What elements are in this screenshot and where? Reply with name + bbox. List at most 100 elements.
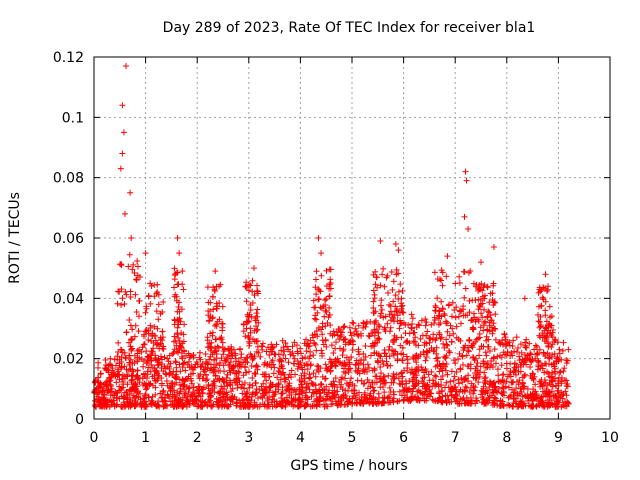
data-point: [312, 341, 319, 348]
data-point: [419, 390, 426, 397]
data-point: [518, 349, 525, 356]
data-point: [564, 383, 571, 390]
data-point: [263, 377, 270, 384]
data-point: [213, 355, 220, 362]
data-point: [446, 332, 453, 339]
data-point: [312, 331, 319, 338]
data-point: [209, 386, 216, 393]
data-point: [460, 346, 467, 353]
data-point: [552, 392, 559, 399]
data-point: [131, 395, 138, 402]
data-point: [355, 348, 362, 355]
data-point: [353, 362, 360, 369]
data-point: [548, 313, 555, 320]
data-point: [323, 343, 330, 350]
data-point: [283, 387, 290, 394]
data-point: [565, 346, 572, 353]
data-point: [455, 336, 462, 343]
data-point: [439, 360, 446, 367]
data-point: [495, 385, 502, 392]
data-point: [160, 387, 167, 394]
data-point: [477, 324, 484, 331]
data-point: [115, 288, 122, 295]
data-point: [545, 389, 552, 396]
data-point: [458, 374, 465, 381]
data-point: [307, 337, 314, 344]
data-point: [118, 354, 125, 361]
data-point: [129, 335, 136, 342]
data-point: [392, 292, 399, 299]
data-point: [140, 358, 147, 365]
data-point: [542, 399, 549, 406]
data-point: [386, 393, 393, 400]
data-point: [312, 276, 319, 283]
data-point: [320, 303, 327, 310]
data-point: [108, 373, 115, 380]
data-point: [107, 392, 114, 399]
data-point: [404, 394, 411, 401]
data-point: [481, 292, 488, 299]
data-point: [474, 360, 481, 367]
data-point: [461, 387, 468, 394]
data-point: [481, 295, 488, 302]
data-point: [468, 398, 475, 405]
data-point: [387, 328, 394, 335]
data-point: [486, 309, 493, 316]
data-point: [330, 328, 337, 335]
data-point: [310, 370, 317, 377]
data-point: [480, 383, 487, 390]
data-point: [478, 259, 484, 266]
data-point: [399, 287, 406, 294]
data-point: [221, 397, 228, 404]
x-tick-label: 7: [451, 430, 460, 446]
data-point: [325, 365, 332, 372]
data-point: [134, 347, 141, 354]
data-point: [384, 272, 391, 279]
data-point: [531, 373, 538, 380]
data-point: [163, 378, 170, 385]
data-point: [448, 338, 455, 345]
data-point: [217, 368, 224, 375]
data-point: [95, 359, 102, 366]
data-point: [370, 394, 377, 401]
data-point: [405, 397, 412, 404]
data-point: [235, 368, 242, 375]
data-point: [440, 340, 447, 347]
data-point: [561, 377, 568, 384]
data-point: [435, 381, 442, 388]
data-point: [465, 363, 472, 370]
data-point: [248, 393, 255, 400]
data-point: [564, 357, 571, 364]
data-point: [329, 400, 336, 407]
data-point: [542, 392, 549, 399]
data-point: [148, 357, 155, 364]
data-point: [339, 352, 346, 359]
data-point: [438, 334, 445, 341]
data-point: [499, 402, 506, 409]
data-point: [241, 356, 248, 363]
data-point: [99, 387, 106, 394]
data-point: [347, 329, 354, 336]
data-point: [421, 383, 428, 390]
data-point: [222, 358, 229, 365]
data-point: [238, 384, 245, 391]
data-point: [184, 395, 191, 402]
data-point: [221, 346, 228, 353]
data-point: [362, 323, 369, 330]
y-tick-label: 0.04: [53, 291, 84, 307]
data-point: [405, 321, 412, 328]
data-point: [392, 241, 399, 248]
data-point: [213, 361, 220, 368]
data-point: [321, 313, 328, 320]
data-point: [249, 277, 256, 284]
data-point: [95, 374, 102, 381]
data-point: [197, 371, 204, 378]
data-point: [253, 386, 260, 393]
data-point: [348, 354, 355, 361]
data-point: [450, 377, 457, 384]
data-point: [481, 306, 488, 313]
data-point: [409, 388, 416, 395]
data-point: [175, 400, 182, 407]
data-point: [338, 381, 345, 388]
data-point: [541, 327, 548, 334]
